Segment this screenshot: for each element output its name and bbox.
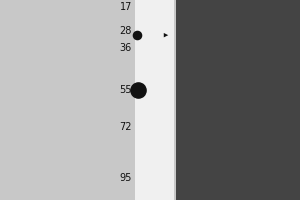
Text: 55: 55 xyxy=(119,85,132,95)
Text: 17: 17 xyxy=(120,2,132,12)
Text: 95: 95 xyxy=(120,173,132,183)
Point xyxy=(136,89,140,92)
Bar xyxy=(176,0,300,200)
Text: 28: 28 xyxy=(120,26,132,36)
Text: 72: 72 xyxy=(119,122,132,132)
Text: 36: 36 xyxy=(120,43,132,53)
Bar xyxy=(135,0,174,200)
Point xyxy=(134,34,139,37)
